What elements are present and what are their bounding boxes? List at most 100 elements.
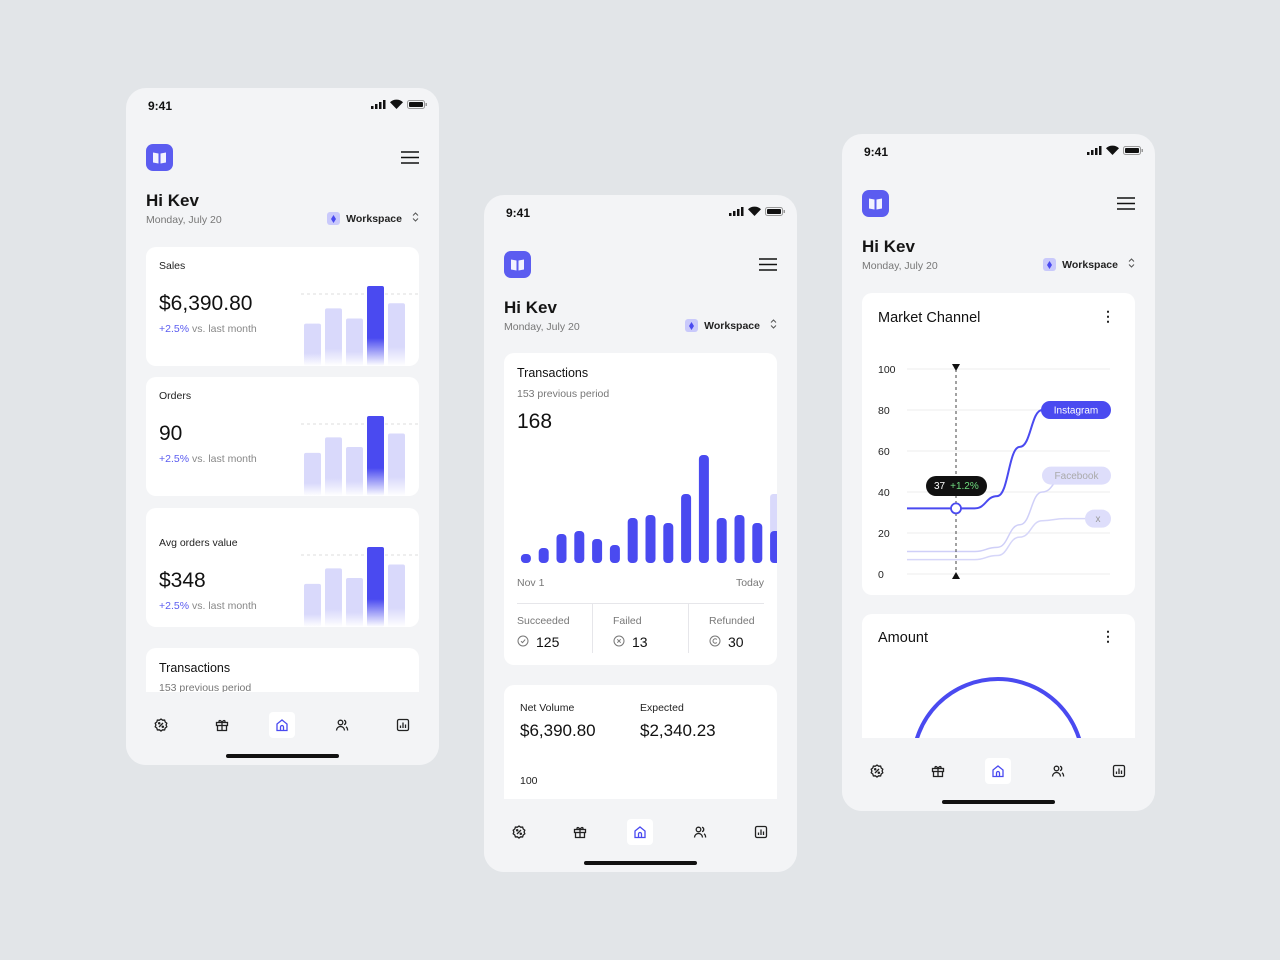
chevron-updown-icon <box>766 319 777 332</box>
app-logo <box>504 251 531 278</box>
home-indicator <box>942 800 1055 804</box>
avg-order-mini-chart <box>301 547 419 627</box>
stat-label: Refunded <box>709 615 755 627</box>
y-tick-label: 40 <box>878 487 890 499</box>
net-volume-label: Net Volume <box>520 702 575 714</box>
workspace-icon <box>685 319 699 332</box>
bar <box>716 518 727 563</box>
bottom-nav <box>484 799 797 872</box>
discount-icon[interactable] <box>148 712 174 738</box>
more-options-icon[interactable]: ⋮ <box>1101 628 1115 644</box>
report-icon[interactable] <box>748 819 774 845</box>
bar <box>627 518 638 563</box>
home-icon[interactable] <box>627 819 653 845</box>
phone-dashboard-kpis: 9:41 Hi Kev Monday, July 20 Workspace Sa… <box>126 88 439 765</box>
workspace-selector[interactable]: Workspace <box>685 319 777 332</box>
card-label: Orders <box>159 390 192 402</box>
status-icons <box>1087 145 1143 155</box>
status-time: 9:41 <box>864 145 889 159</box>
bar <box>346 318 363 366</box>
signal-icon <box>371 99 386 109</box>
card-change: +2.5% vs. last month <box>159 600 257 612</box>
amount-gauge <box>911 677 1085 754</box>
card-title: Amount <box>878 630 928 646</box>
tooltip-change: +1.2% <box>950 480 979 492</box>
card-label: Sales <box>159 260 186 272</box>
greeting: Hi Kev <box>862 237 915 256</box>
workspace-selector[interactable]: Workspace <box>1043 258 1135 271</box>
workspace-icon <box>1043 258 1057 271</box>
avg-order-card[interactable]: Avg orders value $348 +2.5% vs. last mon… <box>146 508 419 627</box>
report-icon[interactable] <box>1106 758 1132 784</box>
orders-card[interactable]: Orders 90 +2.5% vs. last month <box>146 377 419 496</box>
transactions-bar-chart <box>520 455 777 563</box>
discount-icon[interactable] <box>506 819 532 845</box>
card-value: 90 <box>159 422 183 445</box>
bar <box>367 286 384 366</box>
bar <box>538 548 549 563</box>
bar <box>574 531 585 563</box>
card-subtitle: 153 previous period <box>517 388 610 400</box>
net-volume-value: $6,390.80 <box>520 721 596 740</box>
gift-icon[interactable] <box>925 758 951 784</box>
hamburger-menu-icon[interactable] <box>759 258 777 271</box>
bar <box>663 523 674 563</box>
bar <box>325 308 342 366</box>
bar <box>734 515 745 563</box>
gauge-arc <box>911 677 1085 754</box>
discount-icon[interactable] <box>864 758 890 784</box>
crosshair-top-marker <box>952 364 960 371</box>
amount-card[interactable]: Amount ⋮ <box>862 614 1135 754</box>
hamburger-menu-icon[interactable] <box>401 151 419 164</box>
bar <box>752 523 763 563</box>
y-tick-label: 0 <box>878 569 884 581</box>
transactions-card[interactable]: Transactions 153 previous period 168 Nov… <box>504 353 777 665</box>
greeting: Hi Kev <box>504 298 557 317</box>
status-icons <box>371 99 427 109</box>
wifi-icon <box>1106 145 1119 155</box>
divider <box>517 603 764 604</box>
divider <box>592 603 593 653</box>
sales-mini-chart <box>301 286 419 366</box>
gift-icon[interactable] <box>567 819 593 845</box>
expected-label: Expected <box>640 702 684 714</box>
card-title: Transactions <box>159 661 231 675</box>
y-tick-label: 80 <box>878 405 890 417</box>
legend-pill-instagram <box>1041 401 1111 419</box>
bar <box>325 568 342 627</box>
gift-icon[interactable] <box>209 712 235 738</box>
app-logo <box>862 190 889 217</box>
stat-value: 13 <box>632 634 648 650</box>
market-channel-card[interactable]: Market Channel ⋮ 100 80 60 40 20 0 Instagram Fa… <box>862 293 1135 595</box>
bar <box>367 416 384 496</box>
stat-value: 125 <box>536 634 560 650</box>
orders-mini-chart <box>301 416 419 496</box>
stat-label: Failed <box>613 615 642 627</box>
card-value: $6,390.80 <box>159 292 253 315</box>
more-options-icon[interactable]: ⋮ <box>1101 308 1115 324</box>
transactions-total: 168 <box>517 410 553 433</box>
home-icon[interactable] <box>269 712 295 738</box>
report-icon[interactable] <box>390 712 416 738</box>
workspace-selector[interactable]: Workspace <box>327 212 419 225</box>
bar <box>698 455 709 563</box>
bar <box>592 539 603 563</box>
chart-tooltip: 37 +1.2% <box>926 476 987 496</box>
users-icon[interactable] <box>687 819 713 845</box>
stat-label: Succeeded <box>517 615 570 627</box>
signal-icon <box>1087 145 1102 155</box>
card-title: Market Channel <box>878 310 981 326</box>
card-label: Avg orders value <box>159 537 238 549</box>
stat-failed: Failed 13 <box>613 615 648 650</box>
refund-icon <box>709 634 721 650</box>
battery-icon <box>765 206 785 216</box>
sales-card[interactable]: Sales $6,390.80 +2.5% vs. last month <box>146 247 419 366</box>
hamburger-menu-icon[interactable] <box>1117 197 1135 210</box>
check-circle-icon <box>517 634 529 650</box>
bar <box>681 494 692 563</box>
bar <box>770 531 777 563</box>
users-icon[interactable] <box>1045 758 1071 784</box>
users-icon[interactable] <box>329 712 355 738</box>
home-icon[interactable] <box>985 758 1011 784</box>
bar <box>325 437 342 496</box>
